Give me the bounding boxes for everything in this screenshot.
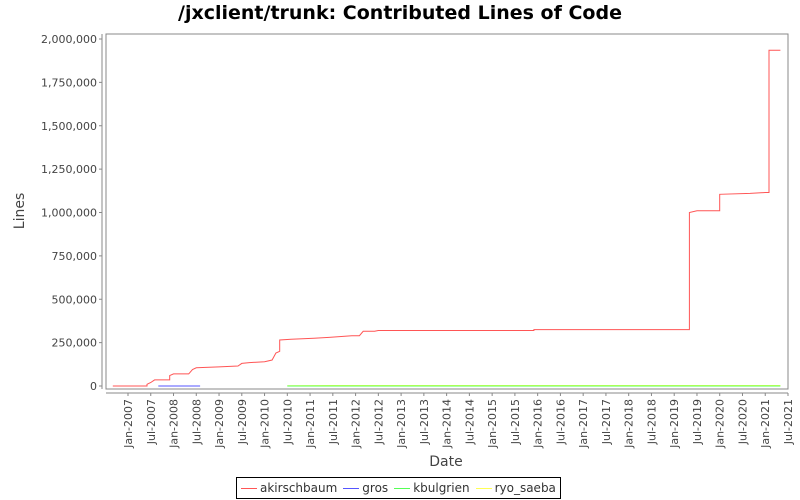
legend-swatch-icon — [394, 487, 411, 489]
chart-title: /jxclient/trunk: Contributed Lines of Co… — [178, 2, 622, 24]
x-tick-label: Jan-2015 — [486, 399, 499, 449]
legend-swatch-icon — [343, 487, 360, 489]
x-tick-label: Jan-2017 — [577, 399, 590, 449]
legend-swatch-icon — [475, 487, 492, 489]
x-tick-label: Jul-2016 — [554, 399, 567, 445]
y-axis: 0 250,000 500,000 750,000 1,000,000 1,250,000… — [41, 33, 103, 393]
x-tick-label: Jul-2020 — [736, 399, 749, 445]
y-tick-label: 2,000,000 — [41, 33, 97, 46]
x-tick-label: Jan-2010 — [259, 399, 272, 449]
x-tick-label: Jul-2021 — [782, 399, 795, 445]
x-tick-label: Jul-2013 — [418, 399, 431, 445]
x-axis-label: Date — [429, 454, 462, 470]
x-tick-label: Jul-2018 — [645, 399, 658, 445]
legend-label: ryo_saeba — [494, 481, 556, 495]
y-tick-label: 750,000 — [52, 250, 98, 263]
legend-item-kbulgrien: kbulgrien — [394, 481, 470, 495]
legend-item-akirschbaum: akirschbaum — [241, 481, 337, 495]
legend-label: gros — [362, 481, 389, 495]
x-tick-label: Jul-2015 — [509, 399, 522, 445]
y-tick-label: 0 — [90, 380, 97, 393]
x-tick-label: Jul-2014 — [463, 399, 476, 445]
x-tick-label: Jan-2011 — [304, 399, 317, 449]
x-tick-label: Jan-2007 — [122, 399, 135, 449]
x-tick-label: Jan-2019 — [668, 399, 681, 449]
x-tick-label: Jan-2016 — [532, 399, 545, 449]
legend-item-gros: gros — [343, 481, 388, 495]
x-tick-label: Jan-2009 — [213, 399, 226, 449]
x-tick-label: Jan-2021 — [759, 399, 772, 449]
x-tick-label: Jan-2018 — [623, 399, 636, 449]
series-line-akirschbaum — [112, 49, 781, 387]
y-axis-label: Lines — [12, 193, 28, 229]
x-tick-label: Jul-2012 — [372, 399, 385, 445]
plot-area — [105, 33, 789, 390]
y-tick-label: 1,000,000 — [41, 207, 97, 220]
y-tick-label: 1,250,000 — [41, 163, 97, 176]
x-axis: Jan-2007 Jul-2007 Jan-2008 Jul-2008 Jan-2009… — [106, 392, 795, 449]
series-lines — [112, 49, 781, 387]
x-tick-label: Jan-2020 — [714, 399, 727, 449]
legend-label: kbulgrien — [413, 481, 470, 495]
x-tick-label: Jul-2010 — [281, 399, 294, 445]
y-tick-label: 1,500,000 — [41, 120, 97, 133]
y-tick-label: 500,000 — [52, 293, 98, 306]
y-tick-label: 1,750,000 — [41, 76, 97, 89]
x-tick-label: Jan-2012 — [350, 399, 363, 449]
x-tick-label: Jan-2014 — [441, 399, 454, 449]
x-tick-label: Jul-2017 — [600, 399, 613, 445]
x-tick-label: Jul-2019 — [691, 399, 704, 445]
legend-swatch-icon — [241, 487, 257, 489]
x-tick-label: Jul-2008 — [190, 399, 203, 445]
legend-item-ryo-saeba: ryo_saeba — [475, 481, 556, 495]
y-tick-label: 250,000 — [52, 337, 98, 350]
x-tick-label: Jan-2013 — [395, 399, 408, 449]
x-tick-label: Jul-2007 — [145, 399, 158, 445]
x-tick-label: Jan-2008 — [168, 399, 181, 449]
x-tick-label: Jul-2009 — [236, 399, 249, 445]
legend-label: akirschbaum — [260, 481, 338, 495]
x-tick-label: Jul-2011 — [327, 399, 340, 445]
chart-legend: akirschbaum gros kbulgrien ryo_saeba — [236, 477, 561, 499]
